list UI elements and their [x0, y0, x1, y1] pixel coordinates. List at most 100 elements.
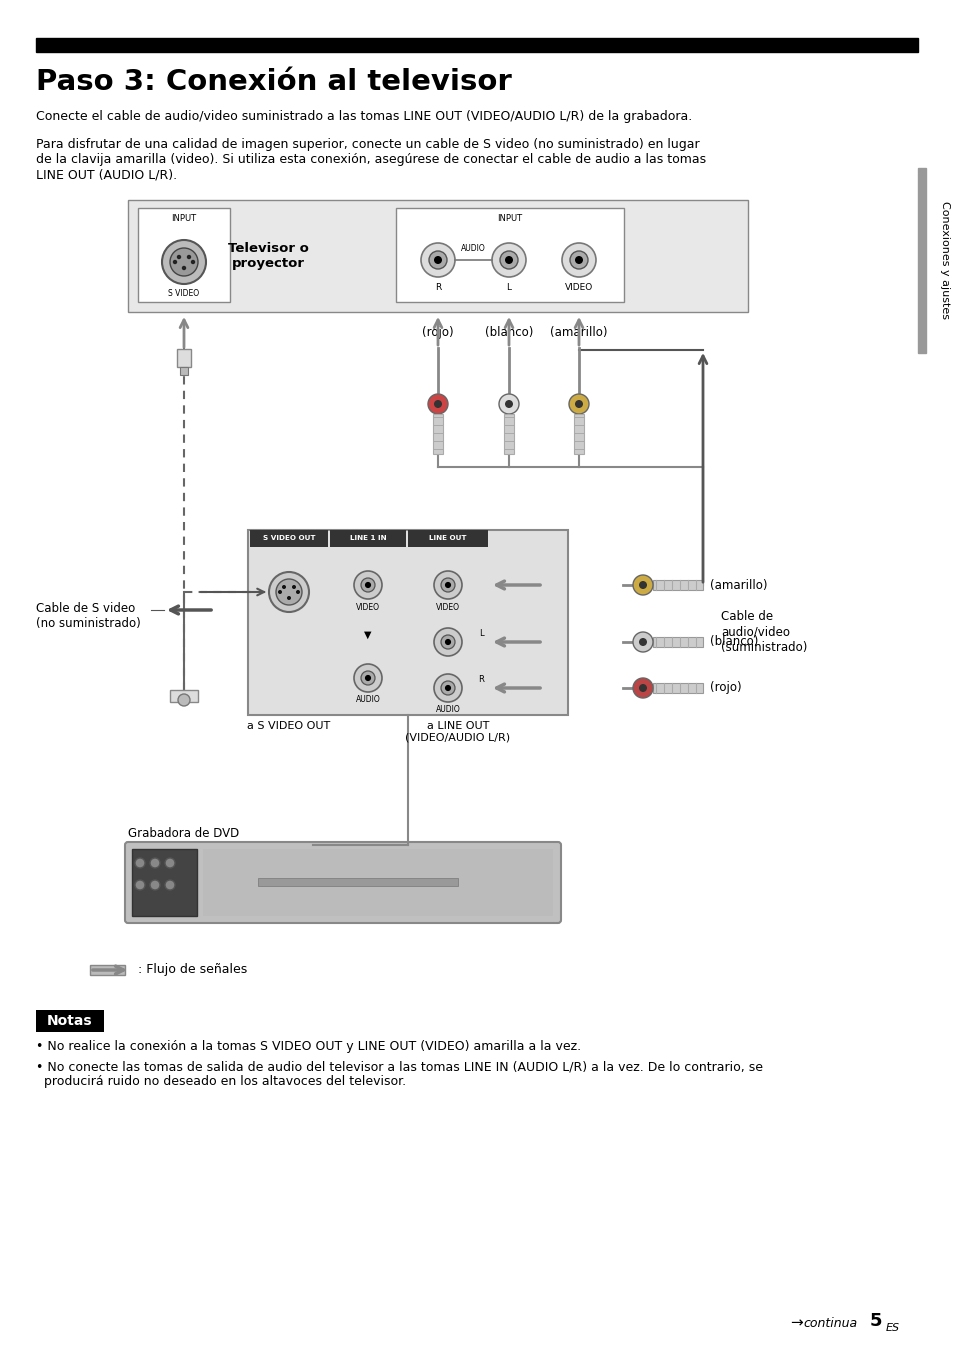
Text: Para disfrutar de una calidad de imagen superior, conecte un cable de S video (n: Para disfrutar de una calidad de imagen …	[36, 138, 705, 181]
Circle shape	[639, 581, 646, 589]
Circle shape	[440, 579, 455, 592]
Circle shape	[135, 859, 145, 868]
Bar	[177, 349, 191, 366]
Text: Paso 3: Conexión al televisor: Paso 3: Conexión al televisor	[36, 68, 511, 96]
Text: 5: 5	[869, 1311, 882, 1330]
Circle shape	[360, 579, 375, 592]
Circle shape	[365, 581, 371, 588]
Text: R: R	[477, 675, 483, 684]
FancyBboxPatch shape	[125, 842, 560, 923]
Bar	[180, 366, 188, 375]
Circle shape	[434, 571, 461, 599]
Circle shape	[172, 260, 177, 264]
Circle shape	[444, 639, 451, 645]
Text: (blanco): (blanco)	[484, 326, 533, 339]
Text: AUDIO: AUDIO	[355, 695, 380, 704]
Circle shape	[191, 260, 195, 264]
Text: Televisor o
proyector: Televisor o proyector	[228, 242, 308, 270]
Bar	[652, 683, 702, 694]
Circle shape	[434, 627, 461, 656]
Text: Conecte el cable de audio/video suministrado a las tomas LINE OUT (VIDEO/AUDIO L: Conecte el cable de audio/video suminist…	[36, 110, 692, 123]
Text: ES: ES	[885, 1324, 900, 1333]
Circle shape	[444, 685, 451, 691]
Text: Conexiones y ajustes: Conexiones y ajustes	[939, 201, 949, 319]
Bar	[170, 690, 198, 702]
Text: LINE 1 IN: LINE 1 IN	[350, 535, 386, 542]
Bar	[330, 530, 406, 548]
Circle shape	[440, 681, 455, 695]
Text: L: L	[478, 629, 483, 638]
Bar	[36, 1010, 104, 1032]
Circle shape	[569, 251, 587, 269]
Circle shape	[633, 575, 652, 595]
Bar	[90, 965, 125, 975]
Text: • No conecte las tomas de salida de audio del televisor a las tomas LINE IN (AUD: • No conecte las tomas de salida de audi…	[36, 1060, 762, 1088]
Text: • No realice la conexión a la tomas S VIDEO OUT y LINE OUT (VIDEO) amarilla a la: • No realice la conexión a la tomas S VI…	[36, 1040, 580, 1053]
Circle shape	[504, 256, 513, 264]
Circle shape	[504, 400, 513, 408]
Text: ▼: ▼	[364, 630, 372, 639]
Bar	[652, 637, 702, 648]
Text: VIDEO: VIDEO	[355, 603, 379, 612]
Circle shape	[561, 243, 596, 277]
Circle shape	[434, 256, 441, 264]
Circle shape	[165, 859, 174, 868]
Circle shape	[428, 393, 448, 414]
Bar	[128, 200, 747, 312]
Circle shape	[170, 247, 198, 276]
Bar	[36, 38, 917, 51]
Circle shape	[292, 585, 295, 589]
Circle shape	[269, 572, 309, 612]
Text: Grabadora de DVD: Grabadora de DVD	[128, 827, 239, 840]
Circle shape	[182, 266, 186, 270]
Bar	[248, 530, 567, 715]
Text: (amarillo): (amarillo)	[709, 579, 767, 592]
Text: Cable de
audio/video
(suministrado): Cable de audio/video (suministrado)	[720, 611, 806, 653]
Circle shape	[434, 400, 441, 408]
Bar	[652, 580, 702, 589]
Circle shape	[277, 589, 282, 594]
Circle shape	[187, 254, 191, 260]
Circle shape	[135, 880, 145, 890]
Text: R: R	[435, 283, 440, 292]
Circle shape	[429, 251, 447, 269]
Text: Notas: Notas	[47, 1014, 92, 1028]
Circle shape	[639, 638, 646, 646]
Circle shape	[568, 393, 588, 414]
Bar	[395, 208, 623, 301]
Text: a LINE OUT
(VIDEO/AUDIO L/R): a LINE OUT (VIDEO/AUDIO L/R)	[405, 721, 510, 742]
Circle shape	[444, 581, 451, 588]
Bar	[132, 849, 196, 917]
Circle shape	[275, 579, 302, 604]
Circle shape	[176, 254, 181, 260]
Text: Cable de S video
(no suministrado): Cable de S video (no suministrado)	[36, 602, 141, 630]
Bar	[138, 208, 230, 301]
Bar	[433, 414, 442, 454]
Text: INPUT: INPUT	[497, 214, 522, 223]
Circle shape	[434, 675, 461, 702]
Text: →: →	[789, 1315, 801, 1330]
Text: LINE OUT: LINE OUT	[429, 535, 466, 542]
Bar	[250, 530, 328, 548]
Text: AUDIO: AUDIO	[460, 243, 485, 253]
Text: S VIDEO: S VIDEO	[169, 289, 199, 297]
Circle shape	[492, 243, 525, 277]
Circle shape	[178, 694, 190, 706]
Circle shape	[162, 241, 206, 284]
Circle shape	[499, 251, 517, 269]
Bar	[408, 530, 488, 548]
Text: VIDEO: VIDEO	[564, 283, 593, 292]
Text: a S VIDEO OUT: a S VIDEO OUT	[247, 721, 331, 731]
Circle shape	[498, 393, 518, 414]
Circle shape	[282, 585, 286, 589]
Bar	[503, 414, 514, 454]
Text: L: L	[506, 283, 511, 292]
Text: INPUT: INPUT	[172, 214, 196, 223]
Circle shape	[420, 243, 455, 277]
Circle shape	[150, 859, 160, 868]
Circle shape	[354, 571, 381, 599]
Text: (amarillo): (amarillo)	[550, 326, 607, 339]
Circle shape	[365, 675, 371, 681]
Text: (blanco): (blanco)	[709, 635, 758, 649]
Bar	[257, 877, 457, 886]
